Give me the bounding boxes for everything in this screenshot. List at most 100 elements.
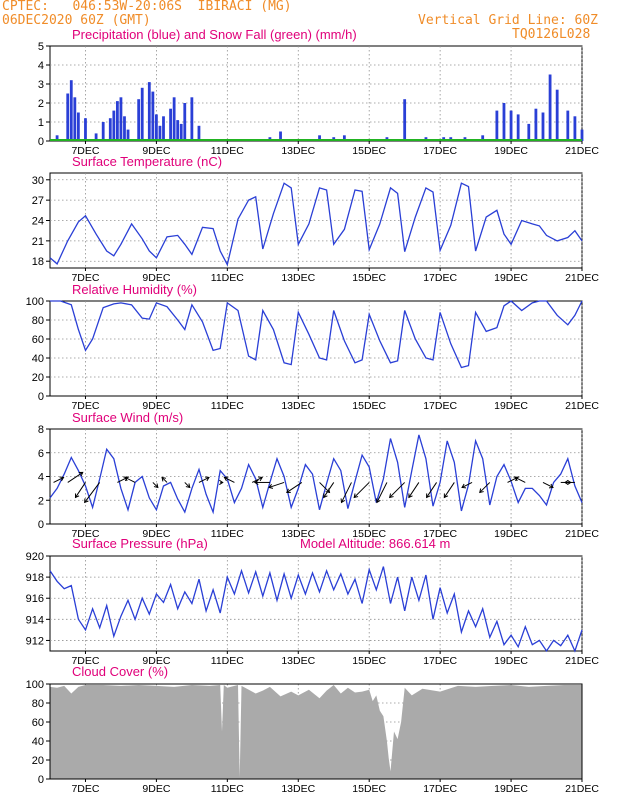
wind-arrow xyxy=(53,476,65,483)
wind-x-tick-label: 15DEC xyxy=(352,528,386,540)
wind-arrow-shaft xyxy=(341,482,352,503)
wind-arrow-head xyxy=(185,483,191,489)
temp-x-tick-label: 17DEC xyxy=(423,272,457,284)
pressure-title: Surface Pressure (hPa) xyxy=(72,536,208,551)
rh-line xyxy=(50,300,583,369)
wind-arrow xyxy=(286,482,303,493)
precip-bar xyxy=(566,110,570,141)
wind-arrow-head xyxy=(219,479,224,486)
wind-arrow-head xyxy=(204,476,210,482)
rh-x-tick-label: 15DEC xyxy=(352,400,386,412)
wind-arrow-head xyxy=(479,488,484,494)
temp-y-tick-label: 21 xyxy=(32,236,44,248)
cloud-x-tick-label: 15DEC xyxy=(352,783,386,795)
wind-arrow xyxy=(340,482,352,504)
precip-bar xyxy=(495,110,499,141)
pressure-x-tick-label: 13DEC xyxy=(281,655,315,667)
precip-bar xyxy=(190,97,194,141)
wind-arrow-head xyxy=(258,476,263,482)
wind-arrow xyxy=(389,482,406,499)
rh-y-tick-label: 80 xyxy=(32,315,44,327)
rh-y-tick-label: 60 xyxy=(32,334,44,346)
wind-arrow-head xyxy=(514,476,520,482)
precip-bar xyxy=(123,116,126,141)
wind-arrow xyxy=(152,482,159,489)
wind-arrow-head xyxy=(253,479,259,486)
pressure-panel: 7DEC 9DEC 11DEC 13DEC 15DEC 17DEC 19DEC 21DEC 91… xyxy=(26,536,600,667)
pressure-x-tick-label: 21DEC xyxy=(565,655,599,667)
precip-bar xyxy=(155,114,158,141)
wind-arrow-head xyxy=(59,476,65,482)
precip-bar xyxy=(176,120,180,141)
wind-arrow-head xyxy=(161,476,167,482)
precip-bar xyxy=(403,99,407,141)
temp-x-tick-label: 7DEC xyxy=(71,272,99,284)
wind-x-tick-label: 7DEC xyxy=(71,528,99,540)
wind-arrow-shaft xyxy=(198,476,210,483)
cloud-panel: 7DEC 9DEC 11DEC 13DEC 15DEC 17DEC 19DEC 21DEC 0 2… xyxy=(26,664,600,795)
wind-arrow xyxy=(251,476,263,483)
temp-x-tick-label: 15DEC xyxy=(352,272,386,284)
wind-arrow-shaft xyxy=(124,476,136,483)
rh-y-tick-label: 20 xyxy=(32,372,44,384)
precip-bar xyxy=(158,125,162,141)
wind-y-tick-label: 8 xyxy=(38,424,44,436)
rh-title: Relative Humidity (%) xyxy=(72,282,197,297)
cloud-y-tick-label: 80 xyxy=(32,698,44,710)
precip-y-tick-label: 2 xyxy=(38,98,44,110)
pressure-y-tick-label: 914 xyxy=(26,614,44,626)
precip-bar xyxy=(126,129,130,141)
precip-bar xyxy=(534,108,538,141)
cloud-x-tick-label: 13DEC xyxy=(281,783,315,795)
precip-bar xyxy=(527,123,531,141)
precip-y-tick-label: 5 xyxy=(38,41,44,53)
precip-bar xyxy=(318,135,321,141)
temp-y-tick-label: 18 xyxy=(32,256,44,268)
temp-y-tick-label: 30 xyxy=(32,175,44,187)
precip-bar xyxy=(342,135,346,141)
precip-bar xyxy=(197,125,201,141)
rh-y-tick-label: 40 xyxy=(32,353,44,365)
precip-y-tick-label: 0 xyxy=(38,136,44,148)
wind-arrow-head xyxy=(223,476,229,482)
wind-arrow-head xyxy=(376,498,381,504)
pressure-x-tick-label: 11DEC xyxy=(211,655,244,667)
rh-x-tick-label: 7DEC xyxy=(71,400,99,412)
wind-arrow-shaft xyxy=(479,482,491,493)
precip-bar xyxy=(162,116,165,141)
precip-y-tick-label: 4 xyxy=(38,60,44,72)
precip-title: Precipitation (blue) and Snow Fall (gree… xyxy=(72,27,357,42)
pressure-x-tick-label: 15DEC xyxy=(352,655,386,667)
wind-arrow xyxy=(542,481,554,489)
wind-arrow-head xyxy=(78,471,84,477)
wind-arrow xyxy=(408,482,420,499)
wind-arrow-shaft xyxy=(184,482,191,488)
precip-bar xyxy=(147,82,151,141)
wind-arrow xyxy=(67,471,84,483)
wind-arrow xyxy=(461,481,473,489)
wind-arrow xyxy=(161,476,168,483)
wind-arrow xyxy=(479,482,491,494)
precip-bar xyxy=(548,74,552,141)
rh-x-tick-label: 21DEC xyxy=(565,400,599,412)
precip-bar xyxy=(115,101,119,141)
temp-x-tick-label: 11DEC xyxy=(211,272,244,284)
wind-arrow-head xyxy=(563,479,569,486)
rh-y-tick-label: 100 xyxy=(26,296,44,308)
wind-arrow-head xyxy=(353,493,359,499)
precip-bar xyxy=(101,122,105,141)
wind-arrow-head xyxy=(323,493,328,499)
wind-title: Surface Wind (m/s) xyxy=(72,410,183,425)
precip-bar xyxy=(151,91,155,141)
pressure-line xyxy=(49,566,583,653)
cloud-frame-top xyxy=(49,683,583,780)
wind-arrow-head xyxy=(340,498,346,504)
precip-bar xyxy=(541,112,545,141)
precip-bar xyxy=(169,108,172,141)
cloud-y-tick-label: 60 xyxy=(32,717,44,729)
pressure-y-tick-label: 916 xyxy=(26,593,44,605)
wind-arrow-head xyxy=(443,493,449,499)
precip-bar xyxy=(108,118,112,141)
precip-x-tick-label: 9DEC xyxy=(142,145,170,157)
